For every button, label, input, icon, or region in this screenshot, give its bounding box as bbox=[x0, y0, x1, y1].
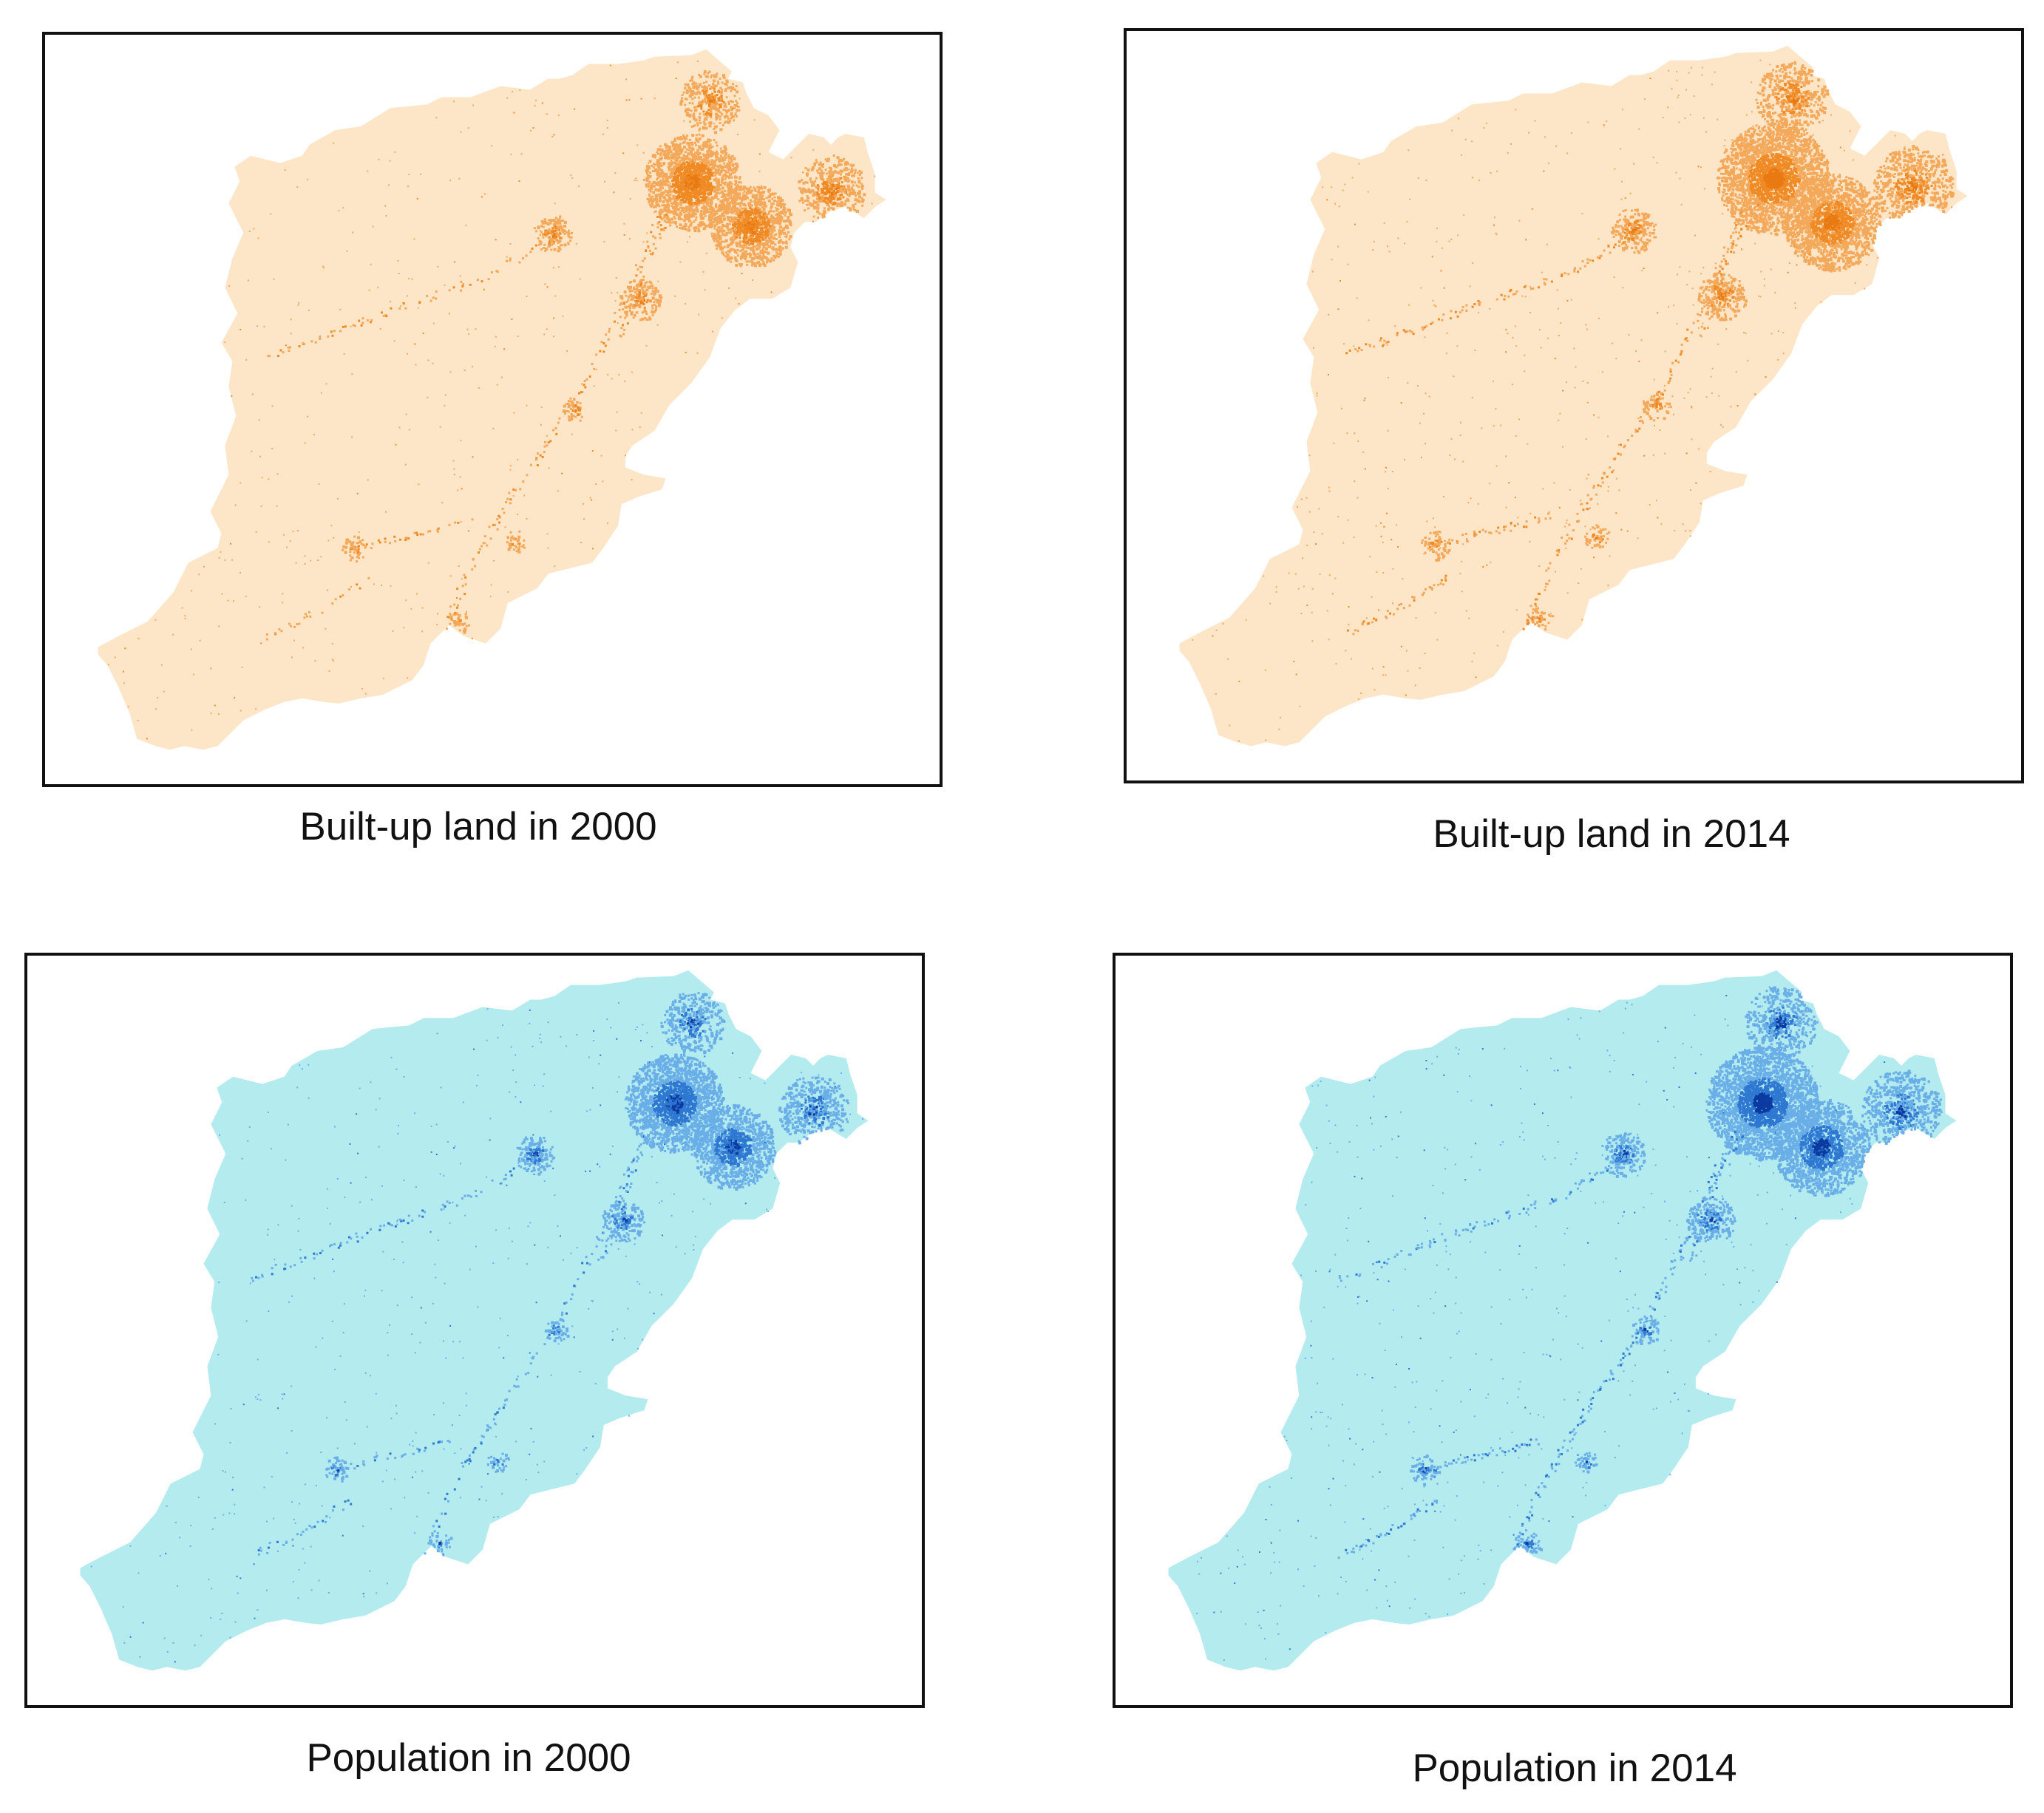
region-outline bbox=[1179, 45, 1968, 746]
region-outline bbox=[80, 970, 869, 1671]
map-population-2014 bbox=[1168, 970, 1957, 1671]
density-pixels bbox=[107, 60, 876, 740]
density-pixels bbox=[90, 992, 864, 1663]
caption-population-2000: Population in 2000 bbox=[306, 1735, 631, 1780]
caption-built-up-2000: Built-up land in 2000 bbox=[299, 804, 656, 849]
map-panel-population-2000 bbox=[24, 953, 925, 1708]
region-outline bbox=[98, 49, 886, 750]
region-outline bbox=[1168, 970, 1957, 1671]
map-panel-built-up-2014 bbox=[1124, 28, 2024, 783]
caption-population-2014: Population in 2014 bbox=[1412, 1746, 1736, 1791]
density-pixels bbox=[1192, 59, 1955, 742]
caption-built-up-2014: Built-up land in 2014 bbox=[1433, 812, 1790, 857]
map-population-2000 bbox=[80, 970, 869, 1671]
density-pixels bbox=[1196, 986, 1943, 1661]
map-built-up-2014 bbox=[1179, 45, 1968, 746]
map-panel-population-2014 bbox=[1113, 953, 2013, 1708]
map-panel-built-up-2000 bbox=[42, 32, 943, 787]
map-built-up-2000 bbox=[98, 49, 886, 750]
